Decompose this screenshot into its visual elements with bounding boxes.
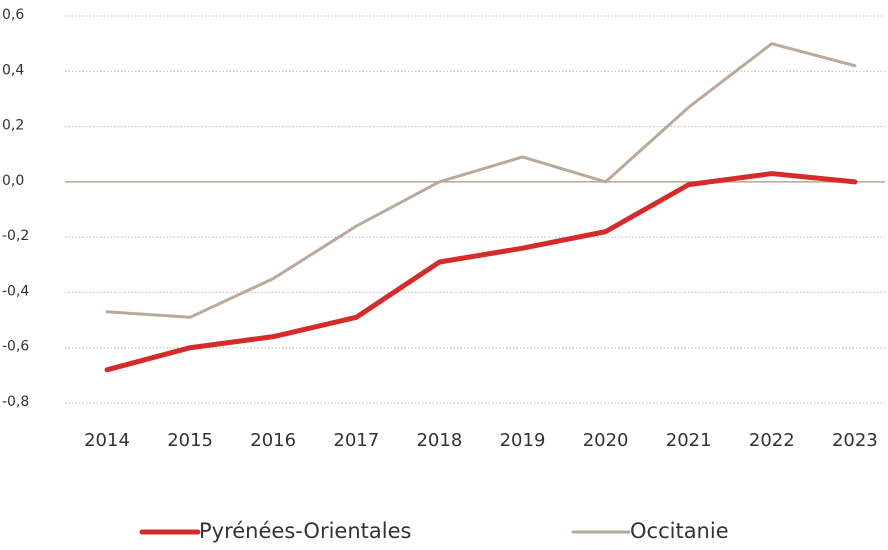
- y-tick-label: -0,8: [2, 394, 29, 410]
- y-tick-label: -0,2: [2, 228, 29, 244]
- series-line: [104, 171, 858, 373]
- x-tick-label: 2016: [250, 430, 296, 451]
- y-tick-label: -0,4: [2, 283, 29, 299]
- y-tick-label: -0,6: [2, 339, 29, 355]
- x-tick-label: 2020: [583, 430, 629, 451]
- legend-label: Pyrénées-Orientales: [199, 519, 411, 543]
- x-tick-label: 2023: [832, 430, 878, 451]
- y-tick-label: 0,2: [2, 118, 24, 134]
- legend-label: Occitanie: [630, 519, 729, 543]
- x-tick-label: 2015: [167, 430, 213, 451]
- x-tick-label: 2014: [84, 430, 130, 451]
- series-line: [105, 42, 857, 319]
- x-tick-label: 2021: [666, 430, 712, 451]
- x-tick-label: 2017: [333, 430, 379, 451]
- x-tick-label: 2019: [500, 430, 546, 451]
- x-tick-label: 2022: [749, 430, 795, 451]
- y-tick-label: 0,4: [2, 62, 24, 78]
- x-tick-label: 2018: [416, 430, 462, 451]
- y-tick-label: 0,6: [2, 7, 24, 23]
- y-tick-label: 0,0: [2, 173, 24, 189]
